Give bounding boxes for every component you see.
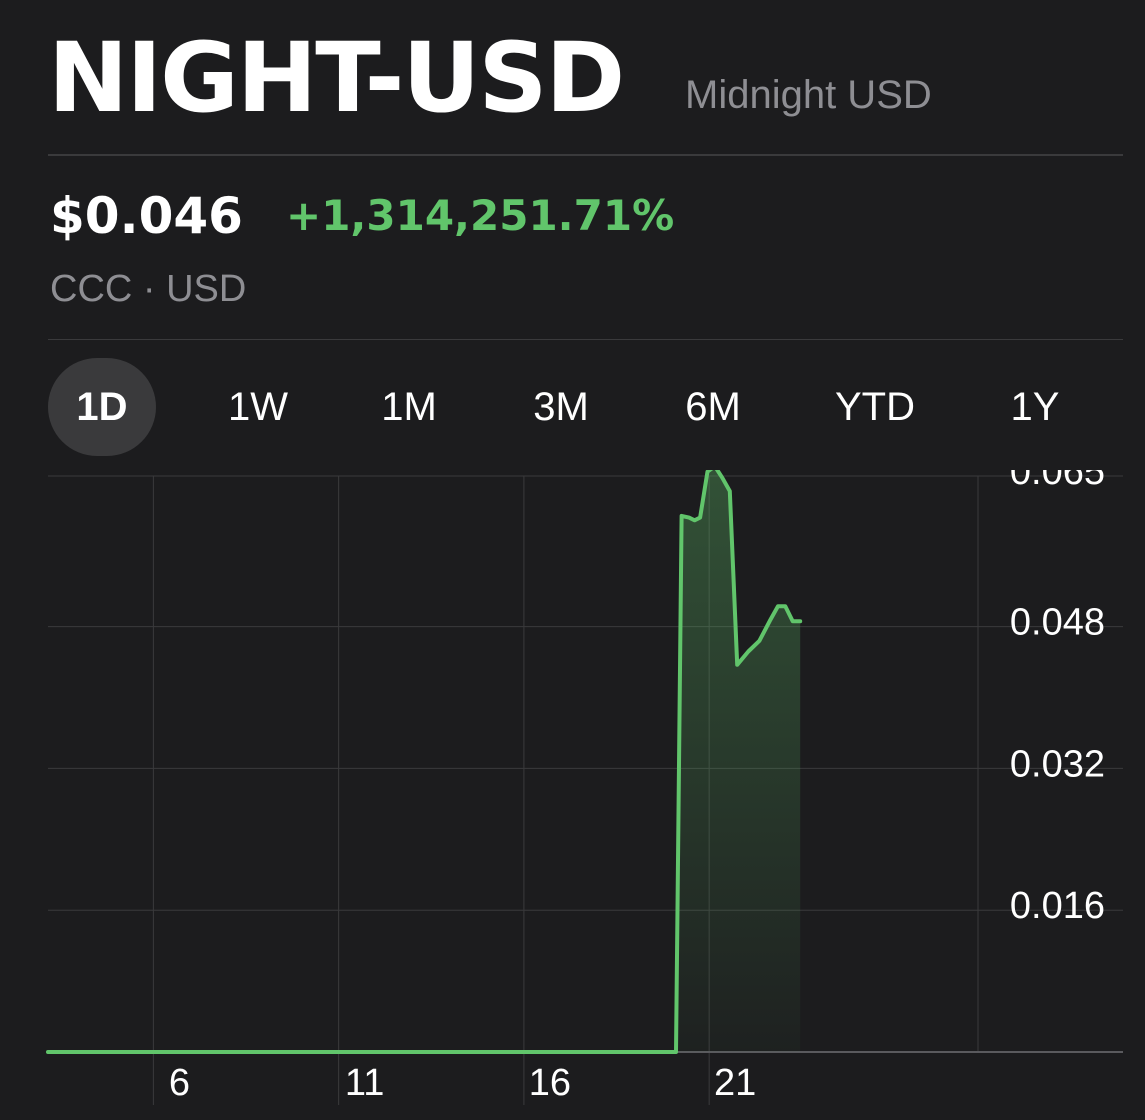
- header: NIGHT-USD Midnight USD: [48, 18, 1123, 138]
- exchange-currency: CCC · USD: [50, 268, 247, 310]
- x-axis-tick-label: 11: [345, 1062, 384, 1104]
- y-axis-tick-label: 0.032: [1010, 743, 1105, 785]
- range-1w-button[interactable]: 1W: [228, 385, 288, 429]
- price-change-percent: +1,314,251.71%: [286, 191, 675, 240]
- price-line: [46, 470, 803, 1054]
- price-chart[interactable]: 0.065 0.048 0.032 0.016 6 11 16 21: [0, 470, 1145, 1120]
- range-6m-button[interactable]: 6M: [685, 385, 741, 429]
- divider: [48, 339, 1123, 340]
- current-price: $0.046: [50, 187, 243, 245]
- range-1m-button[interactable]: 1M: [381, 385, 437, 429]
- x-axis-tick-label: 21: [714, 1062, 756, 1104]
- x-axis-tick-label: 6: [169, 1062, 190, 1104]
- divider: [48, 154, 1123, 156]
- time-range-selector: 1D 1W 1M 3M 6M YTD 1Y: [48, 358, 1123, 458]
- range-1y-button[interactable]: 1Y: [1010, 385, 1060, 429]
- company-name: Midnight USD: [685, 73, 932, 117]
- x-axis-tick-label: 16: [529, 1062, 571, 1104]
- range-ytd-button[interactable]: YTD: [835, 385, 915, 429]
- y-axis-tick-label: 0.065: [1010, 470, 1105, 493]
- range-3m-button[interactable]: 3M: [533, 385, 589, 429]
- range-1d-button[interactable]: 1D: [48, 358, 156, 456]
- y-axis-tick-label: 0.048: [1010, 602, 1105, 644]
- ticker-symbol: NIGHT-USD: [48, 22, 625, 134]
- y-axis-tick-label: 0.016: [1010, 885, 1105, 927]
- price-area-fill: [676, 470, 801, 1052]
